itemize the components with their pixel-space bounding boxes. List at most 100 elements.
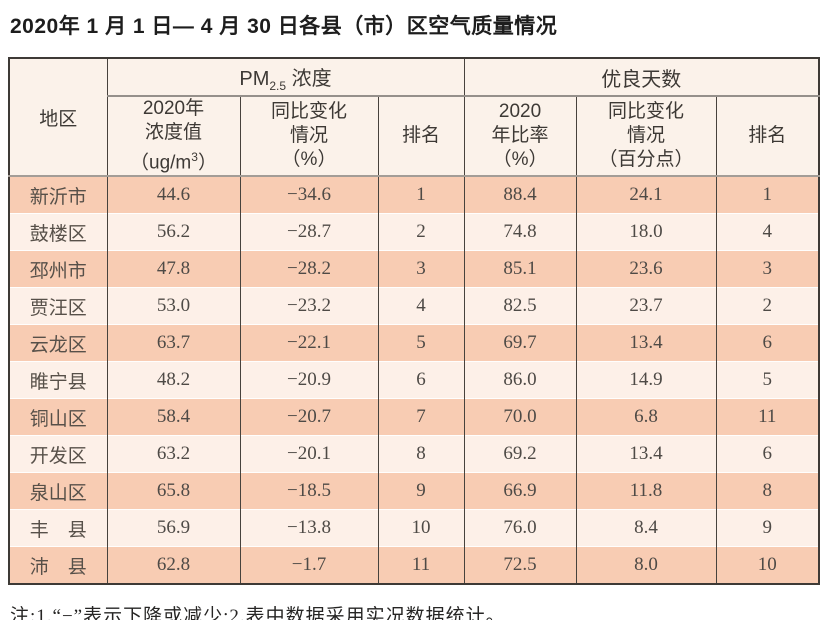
header-gd-ratio: 2020 年比率 （%） — [463, 96, 577, 178]
pm-change-cell: −1.7 — [239, 546, 378, 585]
header-line: 同比变化 — [608, 101, 685, 123]
header-region: 地区 — [9, 58, 107, 178]
pm-value-cell: 65.8 — [106, 472, 240, 510]
pm-rank-cell: 11 — [377, 546, 465, 585]
table-row: 泉山区 65.8 −18.5 9 66.9 11.8 8 — [9, 472, 820, 510]
header-line: 年比率 — [491, 125, 549, 147]
pm-value-cell: 62.8 — [106, 546, 240, 585]
gd-ratio-cell: 74.8 — [463, 213, 577, 251]
sub-header-row: 2020年 浓度值 （ug/m3） 同比变化 情况 （%） 排名 2020 年比… — [9, 96, 820, 178]
gd-change-cell: 23.6 — [575, 250, 717, 288]
header-gd-rank: 排名 — [715, 96, 820, 178]
header-pm-change: 同比变化 情况 （%） — [239, 96, 378, 178]
gd-ratio-cell: 69.2 — [463, 435, 577, 473]
pm-rank-cell: 5 — [377, 324, 465, 362]
table-row: 邳州市 47.8 −28.2 3 85.1 23.6 3 — [9, 250, 820, 288]
region-cell: 云龙区 — [9, 324, 107, 362]
group-header-row: 地区 PM2.5 浓度 优良天数 — [9, 58, 820, 178]
header-group-pm25: PM2.5 浓度 — [106, 58, 465, 97]
pm-value-cell: 63.7 — [106, 324, 240, 362]
pm-value-cell: 56.9 — [106, 509, 240, 547]
pm-change-cell: −20.7 — [239, 398, 378, 436]
pm-rank-cell: 10 — [377, 509, 465, 547]
pm-label: PM — [239, 67, 270, 90]
pm-rank-cell: 6 — [377, 361, 465, 399]
region-cell: 沛 县 — [9, 546, 107, 585]
table-row: 开发区 63.2 −20.1 8 69.2 13.4 6 — [9, 435, 820, 473]
gd-change-cell: 8.0 — [575, 546, 717, 585]
pm-subscript: 2.5 — [269, 78, 287, 93]
pm-value-cell: 58.4 — [106, 398, 240, 436]
unit-superscript: 3 — [191, 150, 198, 164]
region-cell: 开发区 — [9, 435, 107, 473]
region-cell: 泉山区 — [9, 472, 107, 510]
gd-rank-cell: 6 — [715, 324, 820, 362]
gd-change-cell: 24.1 — [575, 175, 717, 214]
pm-rank-cell: 8 — [377, 435, 465, 473]
gd-change-cell: 14.9 — [575, 361, 717, 399]
gd-ratio-cell: 85.1 — [463, 250, 577, 288]
gd-ratio-cell: 72.5 — [463, 546, 577, 585]
gd-rank-cell: 9 — [715, 509, 820, 547]
pm-value-cell: 48.2 — [106, 361, 240, 399]
table-row: 沛 县 62.8 −1.7 11 72.5 8.0 10 — [9, 546, 820, 585]
pm-rank-cell: 2 — [377, 213, 465, 251]
gd-rank-cell: 4 — [715, 213, 820, 251]
table-header: 地区 PM2.5 浓度 优良天数 2020年 浓度值 （ug/m3） 同比变化 … — [9, 58, 820, 178]
pm-label-suffix: 浓度 — [286, 67, 332, 90]
pm-change-cell: −28.7 — [239, 213, 378, 251]
pm-value-cell: 44.6 — [106, 175, 240, 214]
pm-change-cell: −34.6 — [239, 175, 378, 214]
unit-prefix: （ug/m — [130, 152, 192, 174]
header-line: 情况 — [289, 125, 328, 147]
pm-value-cell: 56.2 — [106, 213, 240, 251]
pm-change-cell: −18.5 — [239, 472, 378, 510]
gd-ratio-cell: 66.9 — [463, 472, 577, 510]
gd-change-cell: 13.4 — [575, 324, 717, 362]
gd-rank-cell: 5 — [715, 361, 820, 399]
header-pm-value: 2020年 浓度值 （ug/m3） — [106, 96, 240, 178]
table-row: 睢宁县 48.2 −20.9 6 86.0 14.9 5 — [9, 361, 820, 399]
gd-ratio-cell: 76.0 — [463, 509, 577, 547]
gd-change-cell: 8.4 — [575, 509, 717, 547]
pm-change-cell: −22.1 — [239, 324, 378, 362]
header-line: （百分点） — [598, 149, 694, 171]
gd-change-cell: 23.7 — [575, 287, 717, 325]
gd-rank-cell: 2 — [715, 287, 820, 325]
header-pm-rank: 排名 — [377, 96, 465, 178]
gd-ratio-cell: 70.0 — [463, 398, 577, 436]
region-cell: 铜山区 — [9, 398, 107, 436]
gd-change-cell: 11.8 — [575, 472, 717, 510]
region-cell: 新沂市 — [9, 175, 107, 214]
pm-change-cell: −20.1 — [239, 435, 378, 473]
gd-rank-cell: 10 — [715, 546, 820, 585]
pm-value-cell: 63.2 — [106, 435, 240, 473]
region-cell: 邳州市 — [9, 250, 107, 288]
pm-rank-cell: 1 — [377, 175, 465, 214]
pm-rank-cell: 9 — [377, 472, 465, 510]
gd-rank-cell: 1 — [715, 175, 820, 214]
gd-rank-cell: 3 — [715, 250, 820, 288]
header-line: 浓度值 — [144, 122, 202, 143]
pm-value-cell: 47.8 — [106, 250, 240, 288]
pm-value-cell: 53.0 — [106, 287, 240, 325]
header-line: 同比变化 — [270, 101, 347, 123]
pm-change-cell: −28.2 — [239, 250, 378, 288]
header-line: （%） — [492, 149, 548, 171]
header-line: 2020 — [498, 101, 542, 123]
gd-change-cell: 6.8 — [575, 398, 717, 436]
table-row: 丰 县 56.9 −13.8 10 76.0 8.4 9 — [9, 509, 820, 547]
header-group-good-days: 优良天数 — [463, 58, 820, 97]
region-cell: 贾汪区 — [9, 287, 107, 325]
pm-rank-cell: 4 — [377, 287, 465, 325]
header-line: （%） — [281, 149, 337, 171]
gd-change-cell: 18.0 — [575, 213, 717, 251]
region-cell: 丰 县 — [9, 509, 107, 547]
gd-ratio-cell: 82.5 — [463, 287, 577, 325]
gd-ratio-cell: 86.0 — [463, 361, 577, 399]
gd-rank-cell: 11 — [715, 398, 820, 436]
gd-ratio-cell: 69.7 — [463, 324, 577, 362]
gd-change-cell: 13.4 — [575, 435, 717, 473]
gd-ratio-cell: 88.4 — [463, 175, 577, 214]
table-row: 贾汪区 53.0 −23.2 4 82.5 23.7 2 — [9, 287, 820, 325]
